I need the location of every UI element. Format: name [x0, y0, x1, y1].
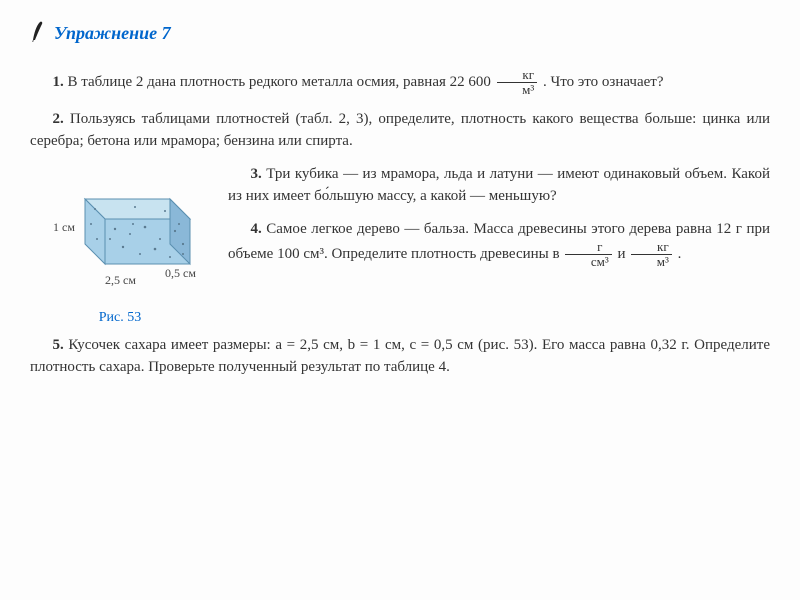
task-1-num: 1.: [53, 74, 64, 90]
task-4-mid: и: [617, 246, 629, 262]
dim-right-label: 0,5 см: [165, 266, 196, 280]
dim-bottom-label: 2,5 см: [105, 273, 136, 287]
task-3-num: 3.: [251, 166, 262, 182]
sugar-cube-svg: 1 см 2,5 см 0,5 см: [35, 169, 205, 299]
fraction-kg-m3: кг м³: [497, 68, 538, 98]
task-4-num: 4.: [251, 221, 262, 237]
fraction-kg-m3-2: кг м³: [631, 240, 672, 270]
dim-left-label: 1 см: [53, 220, 75, 234]
fraction-g-cm3: г см³: [565, 240, 611, 270]
task-3-text: Три кубика — из мрамора, льда и латуни —…: [228, 166, 770, 205]
header-text: Упражнение 7: [54, 23, 171, 43]
task-1-text-a: В таблице 2 дана плотность редкого метал…: [68, 74, 495, 90]
figure-53: 1 см 2,5 см 0,5 см Рис. 53: [30, 169, 210, 328]
exercise-header: Упражнение 7: [30, 20, 770, 50]
task-4-text-b: .: [678, 246, 682, 262]
task-1-text-b: . Что это означает?: [543, 74, 663, 90]
task-5-num: 5.: [53, 337, 64, 353]
task-5: 5. Кусочек сахара имеет размеры: a = 2,5…: [30, 334, 770, 379]
task-2-text: Пользуясь таблицами плотностей (табл. 2,…: [30, 111, 770, 150]
task-5-text: Кусочек сахара имеет размеры: a = 2,5 см…: [30, 337, 770, 376]
task-4-text-a: Самое легкое дерево — бальза. Масса древ…: [228, 221, 770, 263]
task-1: 1. В таблице 2 дана плотность редкого ме…: [30, 68, 770, 98]
tasks-with-figure: 1 см 2,5 см 0,5 см Рис. 53 3. Три кубика…: [30, 163, 770, 334]
pen-icon: [30, 20, 48, 50]
task-2-num: 2.: [53, 111, 64, 127]
task-2: 2. Пользуясь таблицами плотностей (табл.…: [30, 108, 770, 153]
figure-caption: Рис. 53: [30, 307, 210, 328]
